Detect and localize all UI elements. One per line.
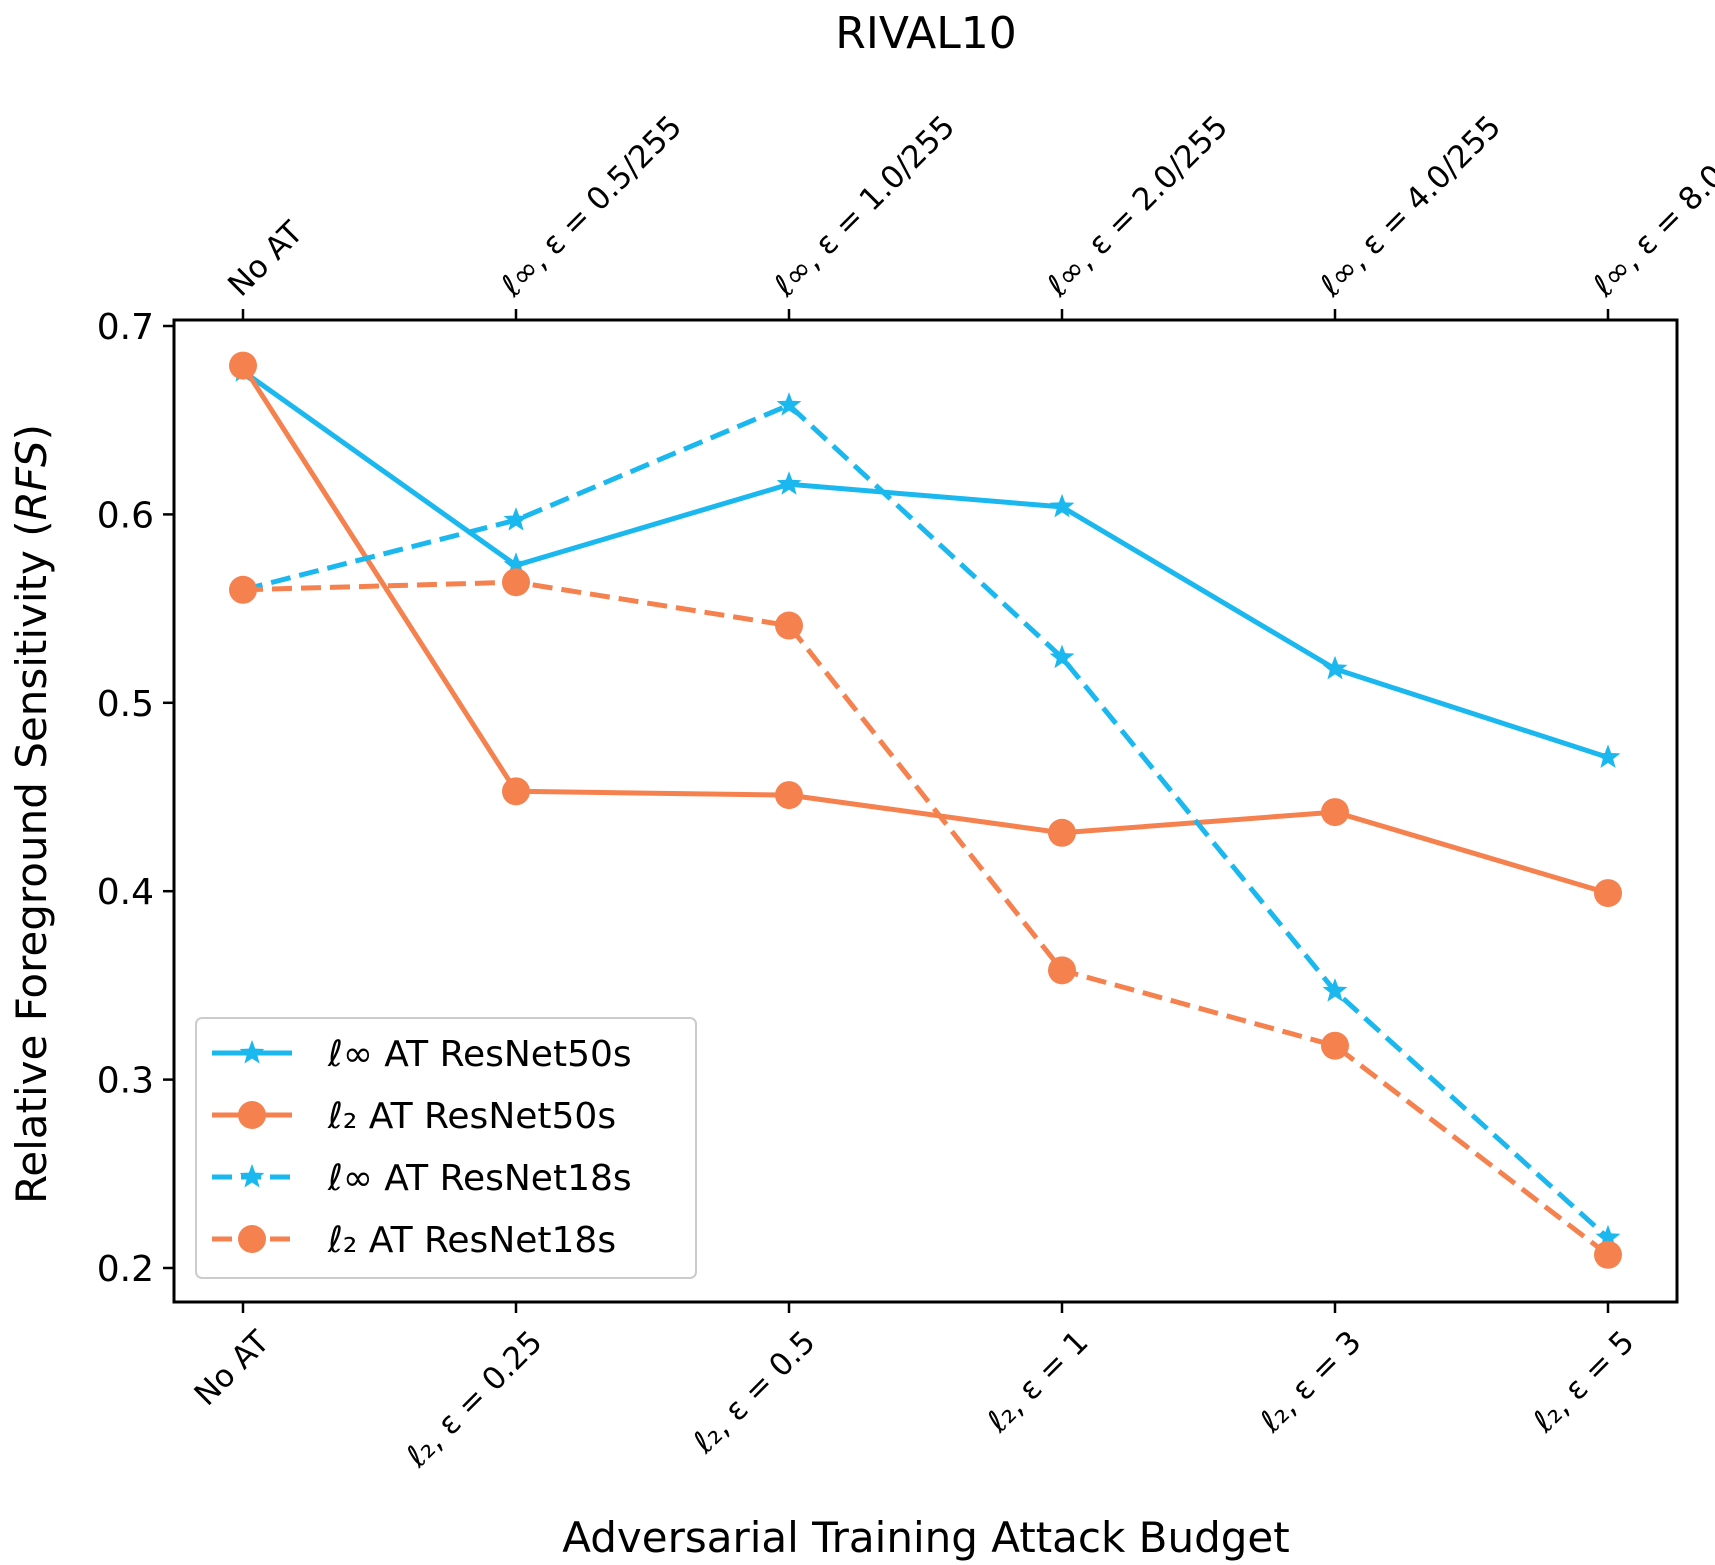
legend-marker-circle <box>238 1225 266 1253</box>
x-bottom-tick-label: ℓ₂, ε = 3 <box>1252 1324 1368 1440</box>
x-axis-label: Adversarial Training Attack Budget <box>562 1513 1290 1562</box>
data-point-circle <box>1594 879 1622 908</box>
data-point-circle <box>229 351 257 380</box>
y-tick-label: 0.2 <box>97 1249 154 1290</box>
x-bottom-tick-label: ℓ₂, ε = 5 <box>1525 1324 1641 1440</box>
data-point-star <box>1595 1224 1621 1249</box>
data-point-circle <box>775 781 803 810</box>
series-4 <box>229 568 1622 1269</box>
series-line <box>241 369 1609 760</box>
series-1 <box>230 358 1621 768</box>
x-top-tick-label: ℓ∞, ε = 2.0/255 <box>1039 109 1235 305</box>
chart-title: RIVAL10 <box>835 8 1016 59</box>
y-tick-label: 0.6 <box>97 495 154 536</box>
data-point-star <box>1595 744 1621 768</box>
legend: ℓ∞ AT ResNet50s ℓ₂ AT ResNet50s ℓ∞ AT ResN… <box>195 1017 697 1279</box>
y-axis-label: Relative Foreground Sensitivity (RFS) <box>7 424 56 1204</box>
x-bottom-tick-label: ℓ₂, ε = 0.25 <box>399 1324 550 1475</box>
legend-marker-star <box>239 1164 265 1188</box>
y-tick-label: 0.7 <box>97 307 154 348</box>
data-point-circle <box>502 568 530 597</box>
data-point-circle <box>1048 956 1076 985</box>
data-point-circle <box>1048 818 1076 847</box>
x-top-tick-label: No AT <box>221 214 311 304</box>
legend-marker-star <box>239 1040 265 1064</box>
series-line <box>242 402 1610 1240</box>
data-point-star <box>1322 655 1348 680</box>
x-top-tick-label: ℓ∞, ε = 1.0/255 <box>766 109 962 305</box>
data-point-star <box>1049 493 1075 518</box>
y-axis-label-close: ) <box>7 424 56 440</box>
legend-marker-circle <box>238 1101 266 1129</box>
x-bottom-tick-label: ℓ₂, ε = 1 <box>979 1324 1095 1440</box>
legend-item: ℓ∞ AT ResNet18s <box>212 1158 632 1199</box>
legend-item: ℓ∞ AT ResNet50s <box>212 1034 632 1075</box>
data-point-circle <box>1321 798 1349 827</box>
plot-frame <box>172 318 1679 1304</box>
data-point-circle <box>775 611 803 640</box>
y-tick-label: 0.3 <box>97 1061 154 1102</box>
series-line <box>242 579 1610 1257</box>
legend-label: ℓ∞ AT ResNet50s <box>327 1034 632 1075</box>
data-point-circle <box>502 777 530 806</box>
x-top-tick-label: ℓ∞, ε = 0.5/255 <box>493 109 689 305</box>
data-point-star <box>503 552 529 576</box>
legend-label: ℓ₂ AT ResNet18s <box>327 1220 616 1261</box>
series-2 <box>229 351 1622 908</box>
legend-label: ℓ∞ AT ResNet18s <box>327 1158 632 1199</box>
x-bottom-tick-label: ℓ₂, ε = 0.5 <box>686 1324 823 1461</box>
legend-label: ℓ₂ AT ResNet50s <box>327 1096 616 1137</box>
data-point-circle <box>1321 1031 1349 1060</box>
y-axis-label-main: Relative Foreground Sensitivity ( <box>7 520 56 1204</box>
data-point-star <box>1049 644 1075 669</box>
legend-item: ℓ₂ AT ResNet50s <box>212 1096 616 1137</box>
x-top-tick-label: ℓ∞, ε = 8.0/255 <box>1585 109 1715 305</box>
data-point-circle <box>1594 1240 1622 1269</box>
y-tick-label: 0.5 <box>97 684 154 725</box>
series-group <box>229 351 1622 1269</box>
x-bottom-tick-label: No AT <box>188 1323 278 1413</box>
legend-box <box>195 1017 697 1279</box>
data-point-star <box>503 507 529 531</box>
data-point-circle <box>229 575 257 604</box>
legend-item: ℓ₂ AT ResNet18s <box>212 1220 616 1261</box>
series-line <box>240 364 1609 896</box>
y-axis-label-italic: RFS <box>7 440 56 520</box>
data-point-star <box>1322 978 1348 1002</box>
y-tick-label: 0.4 <box>97 872 154 913</box>
data-point-star <box>776 471 802 495</box>
x-top-tick-label: ℓ∞, ε = 4.0/255 <box>1312 109 1508 305</box>
data-point-star <box>776 392 802 416</box>
